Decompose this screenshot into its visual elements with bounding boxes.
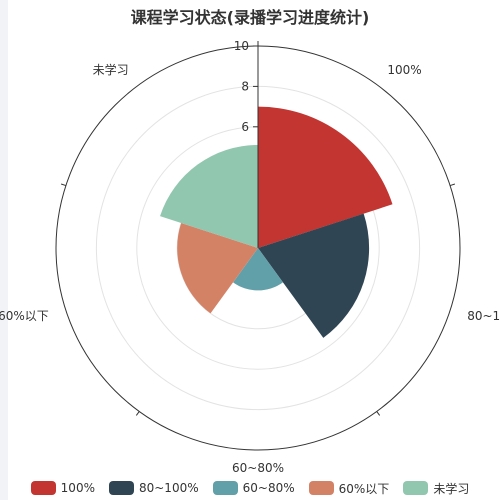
legend-swatch bbox=[30, 481, 56, 495]
legend-swatch bbox=[403, 481, 429, 495]
legend-item-1[interactable]: 100% bbox=[30, 481, 95, 495]
category-label-2: 80~100% bbox=[467, 309, 500, 323]
legend-label: 60~80% bbox=[242, 481, 295, 495]
legend-label: 未学习 bbox=[433, 481, 470, 496]
angle-tick-4 bbox=[135, 411, 140, 416]
legend-item-3[interactable]: 60~80% bbox=[212, 481, 295, 495]
legend-item-4[interactable]: 60%以下 bbox=[308, 480, 390, 497]
angle-tick-2 bbox=[449, 183, 456, 187]
category-label-4: 60%以下 bbox=[0, 309, 49, 323]
legend-label: 80~100% bbox=[138, 481, 199, 495]
legend-swatch bbox=[212, 481, 238, 495]
radial-tick-label-3: 10 bbox=[234, 39, 249, 53]
legend-swatch bbox=[108, 481, 134, 495]
legend-swatch bbox=[308, 481, 334, 495]
bar-5 bbox=[160, 144, 258, 248]
category-label-3: 60~80% bbox=[232, 461, 284, 475]
angle-tick-3 bbox=[376, 411, 381, 416]
bar-4 bbox=[177, 223, 258, 314]
legend-label: 100% bbox=[60, 481, 95, 495]
bar-1 bbox=[258, 106, 393, 248]
radial-tick-label-2: 8 bbox=[241, 79, 249, 93]
legend-item-2[interactable]: 80~100% bbox=[108, 481, 199, 495]
chart-title: 课程学习状态(录播学习进度统计) bbox=[130, 8, 370, 27]
category-label-1: 100% bbox=[387, 63, 421, 77]
legend-label: 60%以下 bbox=[338, 481, 390, 496]
angle-tick-5 bbox=[60, 183, 67, 187]
sidebar-strip bbox=[0, 0, 8, 500]
bar-2 bbox=[258, 213, 370, 338]
category-label-5: 未学习 bbox=[93, 62, 129, 77]
bar-3 bbox=[233, 248, 283, 291]
radial-tick-label-1: 6 bbox=[241, 120, 249, 134]
legend: 100% 80~100% 60~80% 60%以下 未学习 bbox=[0, 480, 500, 496]
legend-item-5[interactable]: 未学习 bbox=[403, 480, 469, 497]
